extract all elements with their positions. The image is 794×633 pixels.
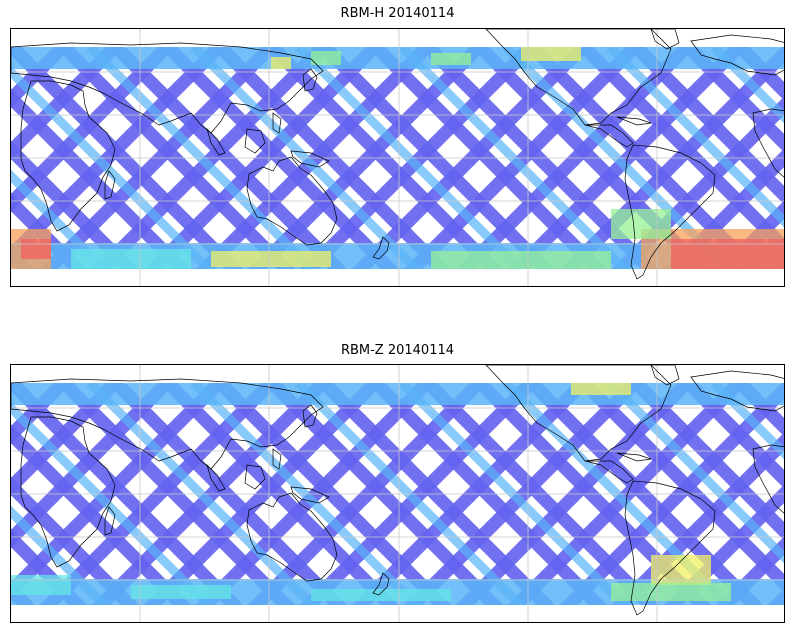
coastline-north-america [485,365,672,462]
coastline-borneo [244,464,266,490]
coastline-africa [20,416,116,568]
coastline-west-africa-edge [752,108,784,178]
map-frame-top [10,28,785,287]
coastlines [11,365,784,616]
coastline-south-america [624,144,716,280]
coastline-south-america [624,480,716,616]
coastline-madagascar [104,506,116,536]
coastline-new-guinea [290,486,330,504]
coastline-europe-north [690,370,784,412]
coastline-sumatra [206,463,226,492]
coastline-cuba [616,116,652,126]
map-frame-bottom [10,364,785,623]
coastline-borneo [244,128,266,154]
panel-title-top: RBM-H 20140114 [340,6,455,21]
coastline-asia [11,378,324,470]
coastline-australia [246,492,338,582]
coastline-sumatra [206,127,226,156]
coastlines [11,29,784,280]
coastline-new-guinea [290,150,330,168]
coastline-greenland-edge [650,29,680,50]
coastline-asia [11,42,324,134]
coastline-philippines [272,112,282,134]
coastline-philippines [272,448,282,470]
graticule [11,29,784,286]
swath-map-bottom [11,365,784,622]
coastline-cuba [616,452,652,462]
coastline-australia [246,156,338,246]
coastline-europe-north [690,34,784,76]
coastline-new-zealand [372,236,390,260]
swath-map-top [11,29,784,286]
coastline-new-zealand [372,572,390,596]
coastline-japan [302,68,318,92]
coastline-central-america [584,124,634,148]
graticule [11,365,784,622]
coastline-madagascar [104,170,116,200]
coastline-greenland-edge [650,365,680,386]
coastline-africa [20,80,116,232]
coastline-central-america [584,460,634,484]
coastline-north-america [485,29,672,126]
coastline-japan [302,404,318,428]
panel-title-bottom: RBM-Z 20140114 [340,343,455,358]
coastline-west-africa-edge [752,444,784,514]
anomaly-patches [11,47,784,269]
